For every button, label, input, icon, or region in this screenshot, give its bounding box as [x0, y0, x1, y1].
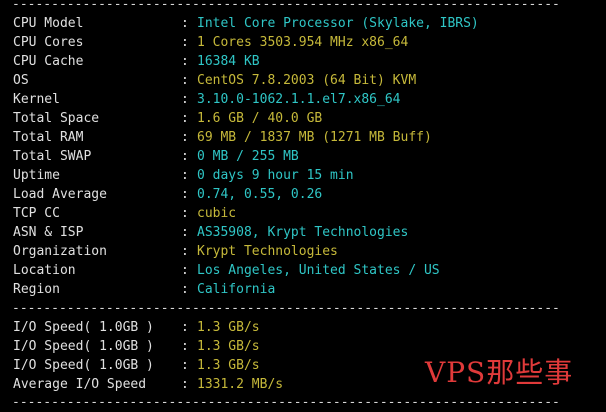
info-colon: :: [181, 130, 189, 145]
info-value: 1.3 GB/s: [197, 339, 260, 354]
info-row: CPU Cache:16384 KB: [0, 52, 606, 71]
info-colon: :: [181, 244, 189, 259]
info-value: 1 Cores 3503.954 MHz x86_64: [197, 35, 409, 50]
info-value: 1.6 GB / 40.0 GB: [197, 111, 323, 126]
info-label: I/O Speed( 1.0GB ): [13, 339, 154, 354]
info-value: 0 MB / 255 MB: [197, 149, 299, 164]
separator-line: ----------------------------------------…: [12, 0, 560, 12]
info-label: Total Space: [13, 111, 100, 126]
info-label: TCP CC: [13, 206, 60, 221]
info-colon: :: [181, 149, 189, 164]
info-value: cubic: [197, 206, 237, 221]
info-colon: :: [181, 92, 189, 107]
info-row: TCP CC: cubic: [0, 204, 606, 223]
info-row: I/O Speed( 1.0GB ):1.3 GB/s: [0, 337, 606, 356]
info-colon: :: [181, 377, 189, 392]
info-label: ASN & ISP: [13, 225, 84, 240]
info-value: 1.3 GB/s: [197, 358, 260, 373]
info-colon: :: [181, 54, 189, 69]
info-label: Region: [13, 282, 60, 297]
info-value: California: [197, 282, 276, 297]
info-row: Load Average:0.74, 0.55, 0.26: [0, 185, 606, 204]
info-colon: :: [181, 187, 189, 202]
info-label: CPU Cores: [13, 35, 84, 50]
info-colon: :: [181, 16, 189, 31]
info-colon: :: [181, 168, 189, 183]
info-row: Location: Los Angeles, United States / US: [0, 261, 606, 280]
info-colon: :: [181, 206, 189, 221]
info-colon: :: [181, 35, 189, 50]
info-row: Region: California: [0, 280, 606, 299]
info-value: 69 MB / 1837 MB (1271 MB Buff): [197, 130, 432, 145]
info-label: I/O Speed( 1.0GB ): [13, 320, 154, 335]
info-row: ASN & ISP: AS35908, Krypt Technologies: [0, 223, 606, 242]
info-colon: :: [181, 358, 189, 373]
info-row: I/O Speed( 1.0GB ):1.3 GB/s: [0, 356, 606, 375]
info-colon: :: [181, 282, 189, 297]
info-row: Kernel:3.10.0-1062.1.1.el7.x86_64: [0, 90, 606, 109]
info-value: 16384 KB: [197, 54, 260, 69]
info-label: Location: [13, 263, 76, 278]
info-label: Organization: [13, 244, 107, 259]
info-colon: :: [181, 263, 189, 278]
info-label: Load Average: [13, 187, 107, 202]
separator-line: ----------------------------------------…: [12, 301, 560, 316]
info-value: Krypt Technologies: [197, 244, 338, 259]
info-label: Total SWAP: [13, 149, 92, 164]
info-row: Organization: Krypt Technologies: [0, 242, 606, 261]
info-row: Uptime:0 days 9 hour 15 min: [0, 166, 606, 185]
separator-line: ----------------------------------------…: [12, 395, 560, 410]
info-colon: :: [181, 320, 189, 335]
info-label: OS: [13, 73, 29, 88]
info-row: Total Space:1.6 GB / 40.0 GB: [0, 109, 606, 128]
info-value: 1331.2 MB/s: [197, 377, 284, 392]
info-label: CPU Cache: [13, 54, 84, 69]
info-colon: :: [181, 225, 189, 240]
info-colon: :: [181, 73, 189, 88]
info-value: Los Angeles, United States / US: [197, 263, 440, 278]
info-row: Average I/O Speed:1331.2 MB/s: [0, 375, 606, 394]
info-value: 1.3 GB/s: [197, 320, 260, 335]
info-value: 3.10.0-1062.1.1.el7.x86_64: [197, 92, 401, 107]
info-label: Kernel: [13, 92, 60, 107]
info-row: CPU Model: Intel Core Processor (Skylake,…: [0, 14, 606, 33]
info-label: I/O Speed( 1.0GB ): [13, 358, 154, 373]
info-row: Total SWAP:0 MB / 255 MB: [0, 147, 606, 166]
info-row: Total RAM:69 MB / 1837 MB (1271 MB Buff): [0, 128, 606, 147]
info-label: Average I/O Speed: [13, 377, 147, 392]
info-label: Total RAM: [13, 130, 84, 145]
info-value: 0 days 9 hour 15 min: [197, 168, 354, 183]
info-row: OS: CentOS 7.8.2003 (64 Bit) KVM: [0, 71, 606, 90]
info-label: Uptime: [13, 168, 60, 183]
info-value: 0.74, 0.55, 0.26: [197, 187, 323, 202]
info-value: AS35908, Krypt Technologies: [197, 225, 409, 240]
info-colon: :: [181, 339, 189, 354]
info-value: Intel Core Processor (Skylake, IBRS): [197, 16, 479, 31]
info-row: CPU Cores:1 Cores 3503.954 MHz x86_64: [0, 33, 606, 52]
watermark-text: VPS那些事: [425, 356, 574, 389]
info-label: CPU Model: [13, 16, 84, 31]
info-colon: :: [181, 111, 189, 126]
info-value: CentOS 7.8.2003 (64 Bit) KVM: [197, 73, 417, 88]
info-row: I/O Speed( 1.0GB ):1.3 GB/s: [0, 318, 606, 337]
